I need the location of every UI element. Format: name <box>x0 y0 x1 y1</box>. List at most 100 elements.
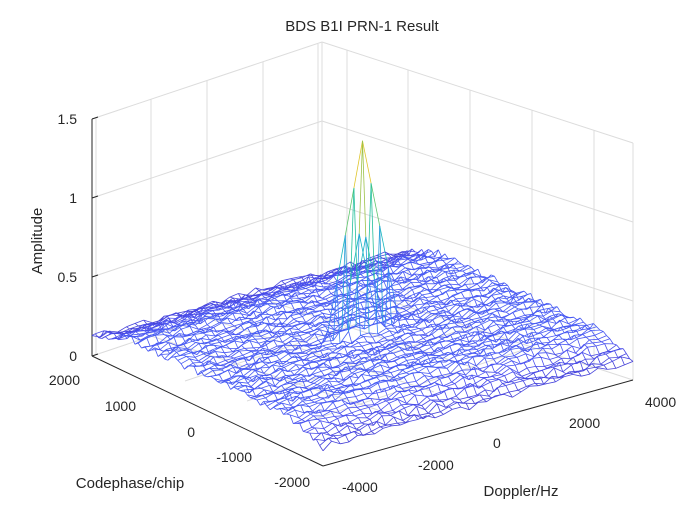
mesh-line-codephase <box>202 332 207 336</box>
mesh-line-codephase <box>361 312 366 315</box>
mesh-line-doppler <box>420 298 429 302</box>
mesh-line-doppler <box>311 397 321 401</box>
mesh-line-codephase <box>162 328 167 331</box>
mesh-line-doppler <box>507 344 517 349</box>
mesh-line-codephase <box>304 396 309 401</box>
mesh-line-codephase <box>376 346 381 353</box>
mesh-line-doppler <box>552 375 561 378</box>
mesh-line-codephase <box>421 294 426 298</box>
mesh-line-codephase <box>221 302 225 305</box>
mesh-line-codephase <box>384 337 388 341</box>
mesh-line-codephase <box>402 420 407 423</box>
mesh-line-codephase <box>380 334 385 338</box>
mesh-line-codephase <box>242 304 246 307</box>
mesh-line-codephase <box>267 288 272 291</box>
mesh-line-codephase <box>287 388 292 392</box>
mesh-line-doppler <box>249 340 259 344</box>
mesh-line-codephase <box>379 426 384 429</box>
mesh-line-codephase <box>201 328 206 333</box>
mesh-line-doppler <box>607 344 617 352</box>
mesh-line-codephase <box>413 253 417 257</box>
mesh-line-doppler <box>259 324 269 334</box>
mesh-line-codephase <box>263 338 268 342</box>
mesh-line-codephase <box>396 356 401 359</box>
mesh-line-doppler <box>440 297 450 302</box>
mesh-line-codephase <box>453 288 457 290</box>
mesh-line-codephase <box>280 310 285 313</box>
mesh-line-codephase <box>367 270 372 274</box>
mesh-line-doppler <box>594 331 604 336</box>
mesh-line-doppler <box>506 364 516 367</box>
mesh-line-codephase <box>299 281 304 286</box>
mesh-line-doppler <box>514 380 524 384</box>
mesh-line-codephase <box>328 359 333 368</box>
mesh-line-codephase <box>368 283 373 285</box>
mesh-line-codephase <box>298 313 303 317</box>
mesh-line-codephase <box>382 257 387 261</box>
mesh-line-doppler <box>254 370 264 374</box>
mesh-line-codephase <box>456 303 461 307</box>
mesh-line-codephase <box>319 345 323 350</box>
mesh-line-codephase <box>448 311 453 315</box>
mesh-line-codephase <box>484 295 489 298</box>
mesh-line-doppler <box>246 306 256 314</box>
z-ticks: 1.5 1 0.5 0 <box>58 111 99 364</box>
mesh-line-codephase <box>399 271 404 274</box>
mesh-line-codephase <box>206 324 211 328</box>
mesh-line-codephase <box>159 328 163 331</box>
mesh-line-codephase <box>443 366 448 369</box>
mesh-line-codephase <box>519 318 524 323</box>
mesh-line-codephase <box>391 398 395 400</box>
mesh-line-doppler <box>393 349 403 354</box>
mesh-line-doppler <box>384 300 394 302</box>
mesh-line-codephase <box>390 351 394 354</box>
mesh-line-doppler <box>213 378 223 382</box>
mesh-line-codephase <box>454 311 459 316</box>
mesh-line-doppler <box>511 378 520 382</box>
mesh-line-codephase <box>542 315 547 321</box>
mesh-line-codephase <box>429 271 434 279</box>
mesh-line-codephase <box>359 429 364 436</box>
mesh-line-codephase <box>443 390 448 400</box>
mesh-line-doppler <box>227 350 237 358</box>
mesh-line-codephase <box>232 300 237 308</box>
mesh-line-doppler <box>434 347 444 353</box>
mesh-line-codephase <box>526 338 531 344</box>
mesh-line-doppler <box>468 312 478 319</box>
mesh-line-doppler <box>438 399 448 401</box>
mesh-line-codephase <box>360 302 365 311</box>
mesh-line-codephase <box>279 359 284 365</box>
mesh-line-codephase <box>357 353 362 359</box>
mesh-line-codephase <box>433 277 438 279</box>
mesh-line-codephase <box>385 374 390 381</box>
mesh-line-doppler <box>416 278 426 283</box>
mesh-line-doppler <box>375 371 385 373</box>
mesh-line-codephase <box>376 377 381 382</box>
mesh-line-codephase <box>389 366 393 369</box>
mesh-line-codephase <box>432 319 437 327</box>
mesh-line-doppler <box>281 278 291 282</box>
mesh-line-codephase <box>274 385 279 388</box>
mesh-line-codephase <box>551 310 556 317</box>
mesh-line-codephase <box>479 317 484 323</box>
mesh-line-codephase <box>435 257 440 263</box>
mesh-line-codephase <box>182 313 187 319</box>
mesh-line-codephase <box>517 320 521 324</box>
mesh-line-codephase <box>414 254 419 261</box>
mesh-line-codephase <box>629 358 634 362</box>
mesh-line-doppler <box>415 320 425 328</box>
mesh-line-codephase <box>471 374 476 384</box>
mesh-line-codephase <box>298 298 302 300</box>
mesh-line-codephase <box>488 279 493 283</box>
mesh-line-codephase <box>457 359 462 363</box>
mesh-line-codephase <box>617 356 622 358</box>
mesh-line-codephase <box>329 317 334 323</box>
mesh-line-doppler <box>270 367 280 375</box>
mesh-line-codephase <box>312 373 317 377</box>
mesh-line-codephase <box>465 273 470 276</box>
mesh-line-codephase <box>279 284 283 289</box>
mesh-line-doppler <box>485 389 494 392</box>
mesh-line-doppler <box>217 313 227 315</box>
mesh-line-codephase <box>447 266 452 275</box>
mesh-line-doppler <box>194 353 204 358</box>
